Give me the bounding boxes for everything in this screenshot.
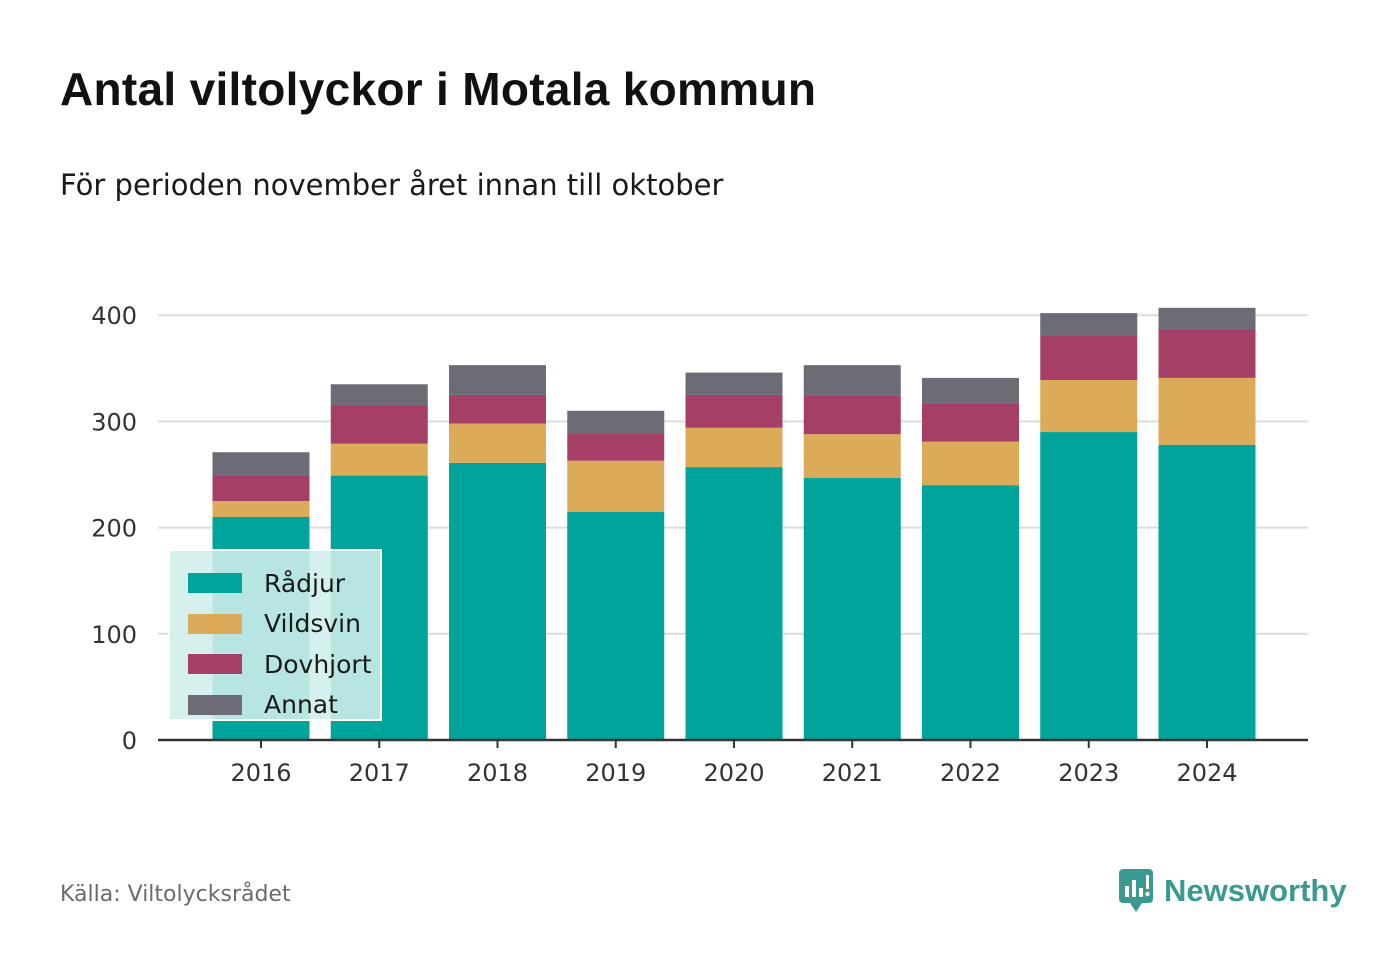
bar-segment [449, 365, 546, 395]
bar-segment [567, 511, 665, 740]
bar-segment [685, 467, 783, 740]
chart-legend: Rådjur Vildsvin Dovhjort Annat [168, 549, 382, 721]
bar-segment [212, 475, 310, 502]
y-tick-label: 300 [91, 408, 137, 436]
chart-title: Antal viltolyckor i Motala kommun [60, 63, 817, 115]
y-axis-ticks: 0 100 200 300 400 [91, 302, 137, 755]
bar-segment [212, 501, 310, 517]
x-tick-label: 2022 [940, 759, 1001, 787]
bar-segment [803, 434, 901, 478]
legend-label: Vildsvin [264, 609, 361, 639]
x-tick-label: 2017 [349, 759, 410, 787]
source-note: Källa: Viltolycksrådet [60, 882, 291, 907]
bar-segment [1040, 432, 1138, 740]
legend-swatch [188, 654, 242, 675]
bar-segment [1040, 380, 1138, 433]
newsworthy-logo-icon [1119, 869, 1153, 912]
legend-swatch [188, 694, 242, 715]
x-tick-label: 2019 [585, 759, 646, 787]
bar-segment [685, 394, 783, 428]
bar-segment [922, 441, 1019, 486]
bar-segment [1158, 444, 1256, 740]
brand-logo: Newsworthy [1118, 868, 1347, 914]
x-tick-label: 2018 [467, 759, 528, 787]
bar-segment [922, 403, 1019, 442]
bar-segment [330, 443, 428, 476]
x-tick-label: 2020 [703, 759, 764, 787]
bar-segment [449, 394, 546, 424]
legend-label: Rådjur [264, 568, 346, 598]
bar-segment [1158, 329, 1256, 378]
legend-label: Dovhjort [264, 649, 372, 679]
y-tick-label: 0 [122, 727, 137, 755]
y-tick-label: 100 [91, 621, 137, 649]
legend-item: Dovhjort [188, 644, 380, 685]
bar-segment [449, 462, 546, 740]
x-axis: 2016 2017 2018 2019 2020 2021 2022 2023 2024 [158, 738, 1308, 787]
x-tick-label: 2021 [822, 759, 883, 787]
legend-swatch [188, 613, 242, 634]
bar-segment [567, 460, 665, 512]
x-tick-label: 2016 [230, 759, 291, 787]
bar-segment [212, 452, 310, 476]
legend-item: Vildsvin [188, 604, 380, 645]
bar-segment [1158, 307, 1256, 330]
brand-name: Newsworthy [1164, 873, 1347, 908]
bar-segment [567, 433, 665, 461]
x-tick-label: 2023 [1058, 759, 1119, 787]
bar-segment [330, 384, 428, 406]
y-tick-label: 200 [91, 515, 137, 543]
chart-subtitle: För perioden november året innan till ok… [60, 168, 724, 202]
bar-segment [803, 365, 901, 396]
x-tick-label: 2024 [1176, 759, 1237, 787]
bar-segment [1040, 313, 1138, 336]
bar-segment [922, 485, 1019, 740]
bar-segment [330, 405, 428, 444]
bar-segment [803, 395, 901, 435]
bar-segment [922, 377, 1019, 404]
bar-segment [803, 477, 901, 740]
bar-segment [685, 372, 783, 395]
legend-item: Annat [188, 685, 380, 726]
bar-segment [1158, 377, 1256, 445]
y-tick-label: 400 [91, 302, 137, 330]
bar-segment [449, 423, 546, 463]
legend-item: Rådjur [188, 563, 380, 604]
bar-segment [685, 427, 783, 468]
legend-swatch [188, 573, 242, 594]
legend-label: Annat [264, 690, 338, 720]
bar-segment [1040, 335, 1138, 381]
bar-segment [567, 410, 665, 434]
